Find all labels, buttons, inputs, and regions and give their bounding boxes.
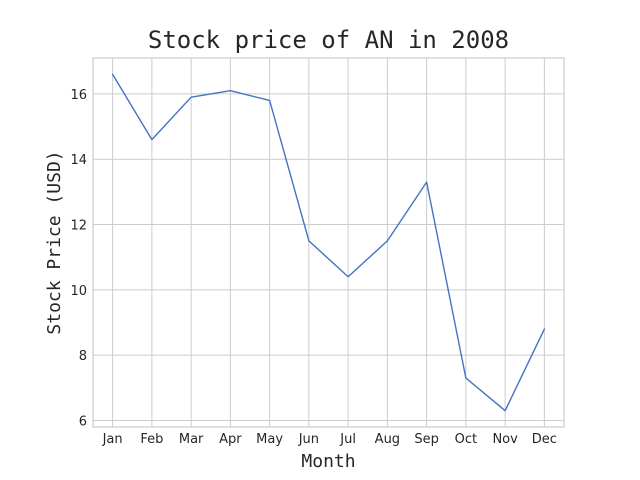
x-tick-label: Mar bbox=[179, 432, 204, 447]
y-tick-label: 8 bbox=[79, 349, 87, 364]
y-tick-label: 14 bbox=[70, 153, 87, 168]
x-tick-label: Jul bbox=[339, 432, 356, 447]
y-tick-label: 12 bbox=[70, 219, 87, 234]
y-tick-label: 6 bbox=[79, 414, 87, 429]
x-tick-label: Jun bbox=[298, 432, 319, 447]
chart-title: Stock price of AN in 2008 bbox=[148, 26, 509, 54]
grid-layer bbox=[93, 58, 564, 427]
series-layer bbox=[111, 73, 546, 412]
y-axis-label: Stock Price (USD) bbox=[44, 150, 65, 334]
tick-layer: Jan Feb Mar Apr May Jun Jul Aug Sep Oct Nov Dec 6 8 10… bbox=[70, 88, 557, 447]
x-tick-label: Sep bbox=[414, 432, 439, 447]
x-tick-label: Feb bbox=[140, 432, 163, 447]
x-tick-label: Aug bbox=[375, 432, 400, 447]
x-tick-label: Apr bbox=[219, 432, 242, 447]
plot-frame bbox=[92, 57, 565, 428]
series-line bbox=[111, 73, 546, 412]
x-tick-label: Dec bbox=[532, 432, 557, 447]
x-tick-label: Jan bbox=[102, 432, 123, 447]
x-axis-label: Month bbox=[301, 451, 355, 472]
x-tick-label: Nov bbox=[492, 432, 518, 447]
x-tick-label: Oct bbox=[455, 432, 477, 447]
y-tick-label: 10 bbox=[70, 284, 87, 299]
y-tick-label: 16 bbox=[70, 88, 87, 103]
x-tick-label: May bbox=[256, 432, 283, 447]
